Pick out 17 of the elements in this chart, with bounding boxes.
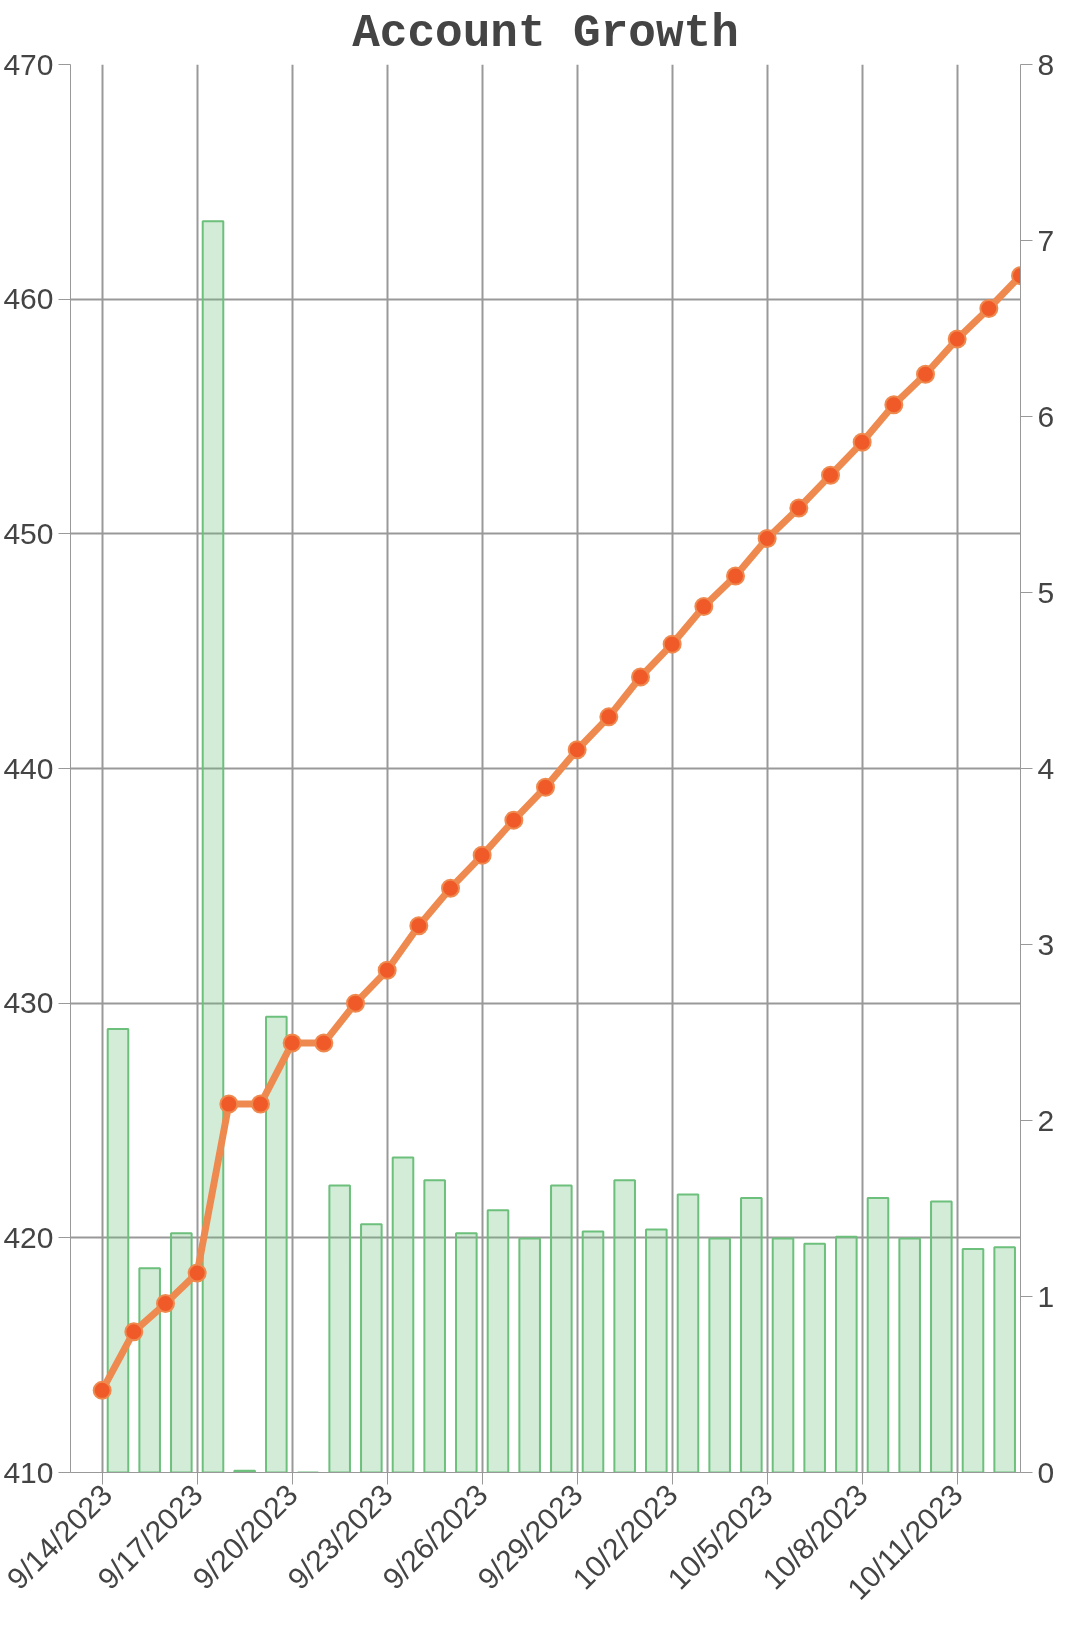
y-tick-label: 420 — [3, 1220, 54, 1254]
y2-tick-label: 1 — [1037, 1279, 1055, 1313]
y-tick-label: 440 — [3, 751, 54, 785]
y2-tick-label: 0 — [1037, 1455, 1055, 1489]
y-tick-label: 470 — [3, 47, 54, 81]
y-tick-label: 430 — [3, 986, 54, 1020]
y2-tick-label: 7 — [1037, 223, 1055, 257]
y2-tick-label: 3 — [1037, 927, 1055, 961]
y2-tick-label: 8 — [1037, 47, 1055, 81]
y-tick-label: 410 — [3, 1455, 54, 1489]
y2-tick-label: 5 — [1037, 575, 1055, 609]
y2-tick-label: 6 — [1037, 399, 1055, 433]
y2-tick-label: 4 — [1037, 751, 1055, 785]
chart-title: Account Growth — [352, 7, 739, 60]
y-tick-label: 450 — [3, 516, 54, 550]
y-tick-label: 460 — [3, 282, 54, 316]
y2-tick-label: 2 — [1037, 1103, 1055, 1137]
